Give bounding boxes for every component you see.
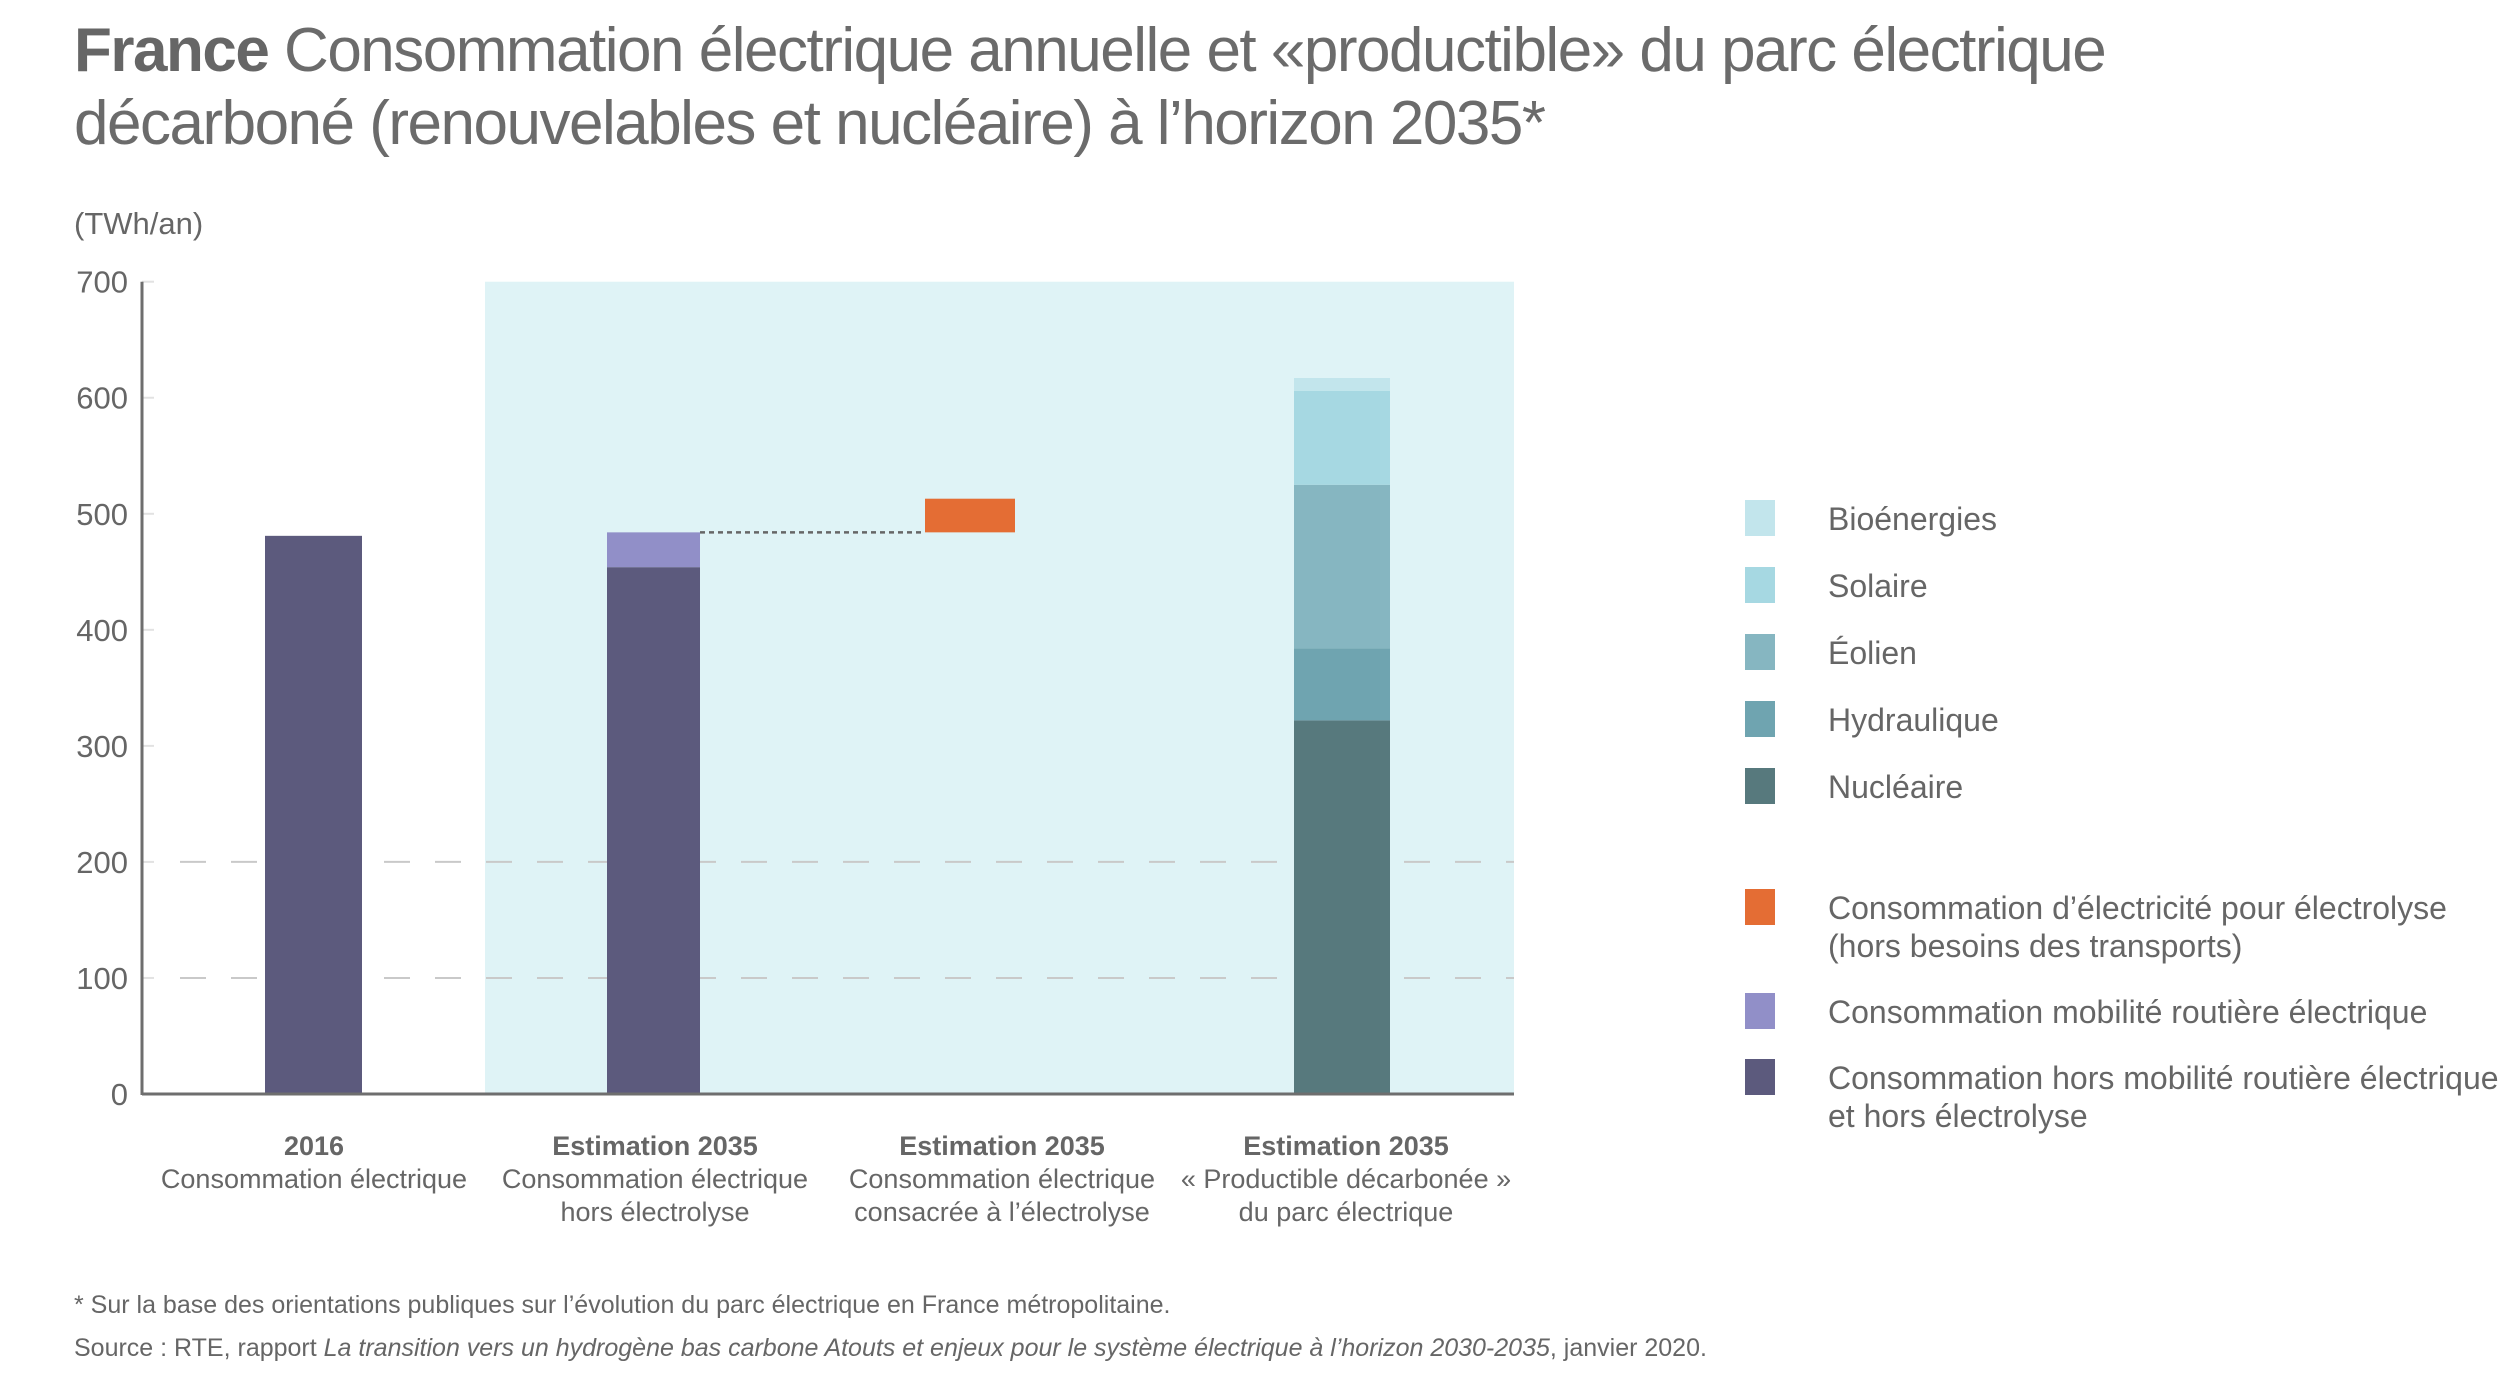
legend-item: Nucléaire <box>1745 768 1963 806</box>
legend-swatch <box>1745 993 1775 1029</box>
bar-segment <box>1294 390 1390 485</box>
legend-swatch <box>1745 567 1775 603</box>
legend-item: Consommation d’électricité pour électrol… <box>1745 889 2447 965</box>
bar-segment <box>925 498 1015 533</box>
x-category-label-line: hors électrolyse <box>560 1197 750 1227</box>
legend-label: Consommation hors mobilité routière élec… <box>1828 1060 2499 1134</box>
x-category-label-line: du parc électrique <box>1238 1197 1454 1227</box>
x-category-label-line: consacrée à l’électrolyse <box>854 1197 1150 1227</box>
source-suffix: , janvier 2020. <box>1549 1334 1707 1362</box>
x-category-label-bold: Estimation 2035 <box>899 1131 1105 1161</box>
legend-swatch <box>1745 768 1775 804</box>
source-report-title: La transition vers un hydrogène bas carb… <box>323 1334 1550 1362</box>
x-category-label-line: Consommation électrique <box>848 1164 1156 1194</box>
x-category-label: Estimation 2035 Consommation électrique co… <box>849 1130 1155 1229</box>
y-tick-label: 0 <box>111 1077 128 1112</box>
bar-segment <box>1294 648 1390 721</box>
legend-item: Bioénergies <box>1745 500 1997 538</box>
legend-item: Hydraulique <box>1745 701 1999 739</box>
x-category-label: Estimation 2035 « Productible décarbonée … <box>1181 1130 1511 1229</box>
y-tick-label: 100 <box>76 961 128 996</box>
bar-segment <box>607 567 700 1094</box>
chart-title: France Consommation électrique annuelle … <box>74 14 2374 160</box>
legend-item: Consommation mobilité routière électriqu… <box>1745 993 2427 1031</box>
legend-item: Solaire <box>1745 567 1928 605</box>
y-tick-label: 200 <box>76 845 128 880</box>
x-category-label-line: « Productible décarbonée » <box>1180 1164 1512 1194</box>
y-axis-unit-label: (TWh/an) <box>74 206 204 241</box>
title-text: Consommation électrique annuelle et «pro… <box>74 16 2107 158</box>
footnote: * Sur la base des orientations publiques… <box>74 1291 1171 1319</box>
legend-label: Hydraulique <box>1828 702 1999 738</box>
y-tick-label: 300 <box>76 729 128 764</box>
x-category-label: Estimation 2035 Consommation électrique ho… <box>502 1130 808 1229</box>
bar-segment <box>1294 378 1390 391</box>
x-category-label-bold: Estimation 2035 <box>552 1131 758 1161</box>
bar-segment <box>1294 484 1390 649</box>
legend-label: Consommation mobilité routière électriqu… <box>1828 994 2428 1030</box>
legend-label: Bioénergies <box>1828 501 1997 537</box>
legend-swatch <box>1745 701 1775 737</box>
legend-item: Consommation hors mobilité routière élec… <box>1745 1059 2499 1135</box>
legend-swatch <box>1745 500 1775 536</box>
bar-segment <box>607 532 700 568</box>
x-category-label-line: Consommation électrique <box>501 1164 809 1194</box>
title-country: France <box>74 16 270 85</box>
x-category-label-bold: Estimation 2035 <box>1243 1131 1449 1161</box>
legend-label: Éolien <box>1828 635 1917 671</box>
bar-segment <box>265 535 362 1094</box>
legend-label: Consommation d’électricité pour électrol… <box>1828 890 2447 964</box>
legend-swatch <box>1745 634 1775 670</box>
legend-swatch <box>1745 889 1775 925</box>
bar-segment <box>1294 720 1390 1094</box>
x-category-label-bold: 2016 <box>283 1131 345 1161</box>
legend-item: Éolien <box>1745 634 1917 672</box>
y-tick-label: 700 <box>76 265 128 300</box>
x-category-label-line: Consommation électrique <box>160 1164 468 1194</box>
legend-label: Nucléaire <box>1828 769 1964 805</box>
legend-swatch <box>1745 1059 1775 1095</box>
source-line: Source : RTE, rapport La transition vers… <box>74 1334 1707 1363</box>
y-tick-label: 400 <box>76 613 128 648</box>
x-category-label: 2016 Consommation électrique <box>161 1130 467 1196</box>
y-tick-label: 500 <box>76 497 128 532</box>
y-tick-label: 600 <box>76 381 128 416</box>
legend-label: Solaire <box>1828 568 1928 604</box>
source-prefix: Source : RTE, rapport <box>74 1334 324 1362</box>
